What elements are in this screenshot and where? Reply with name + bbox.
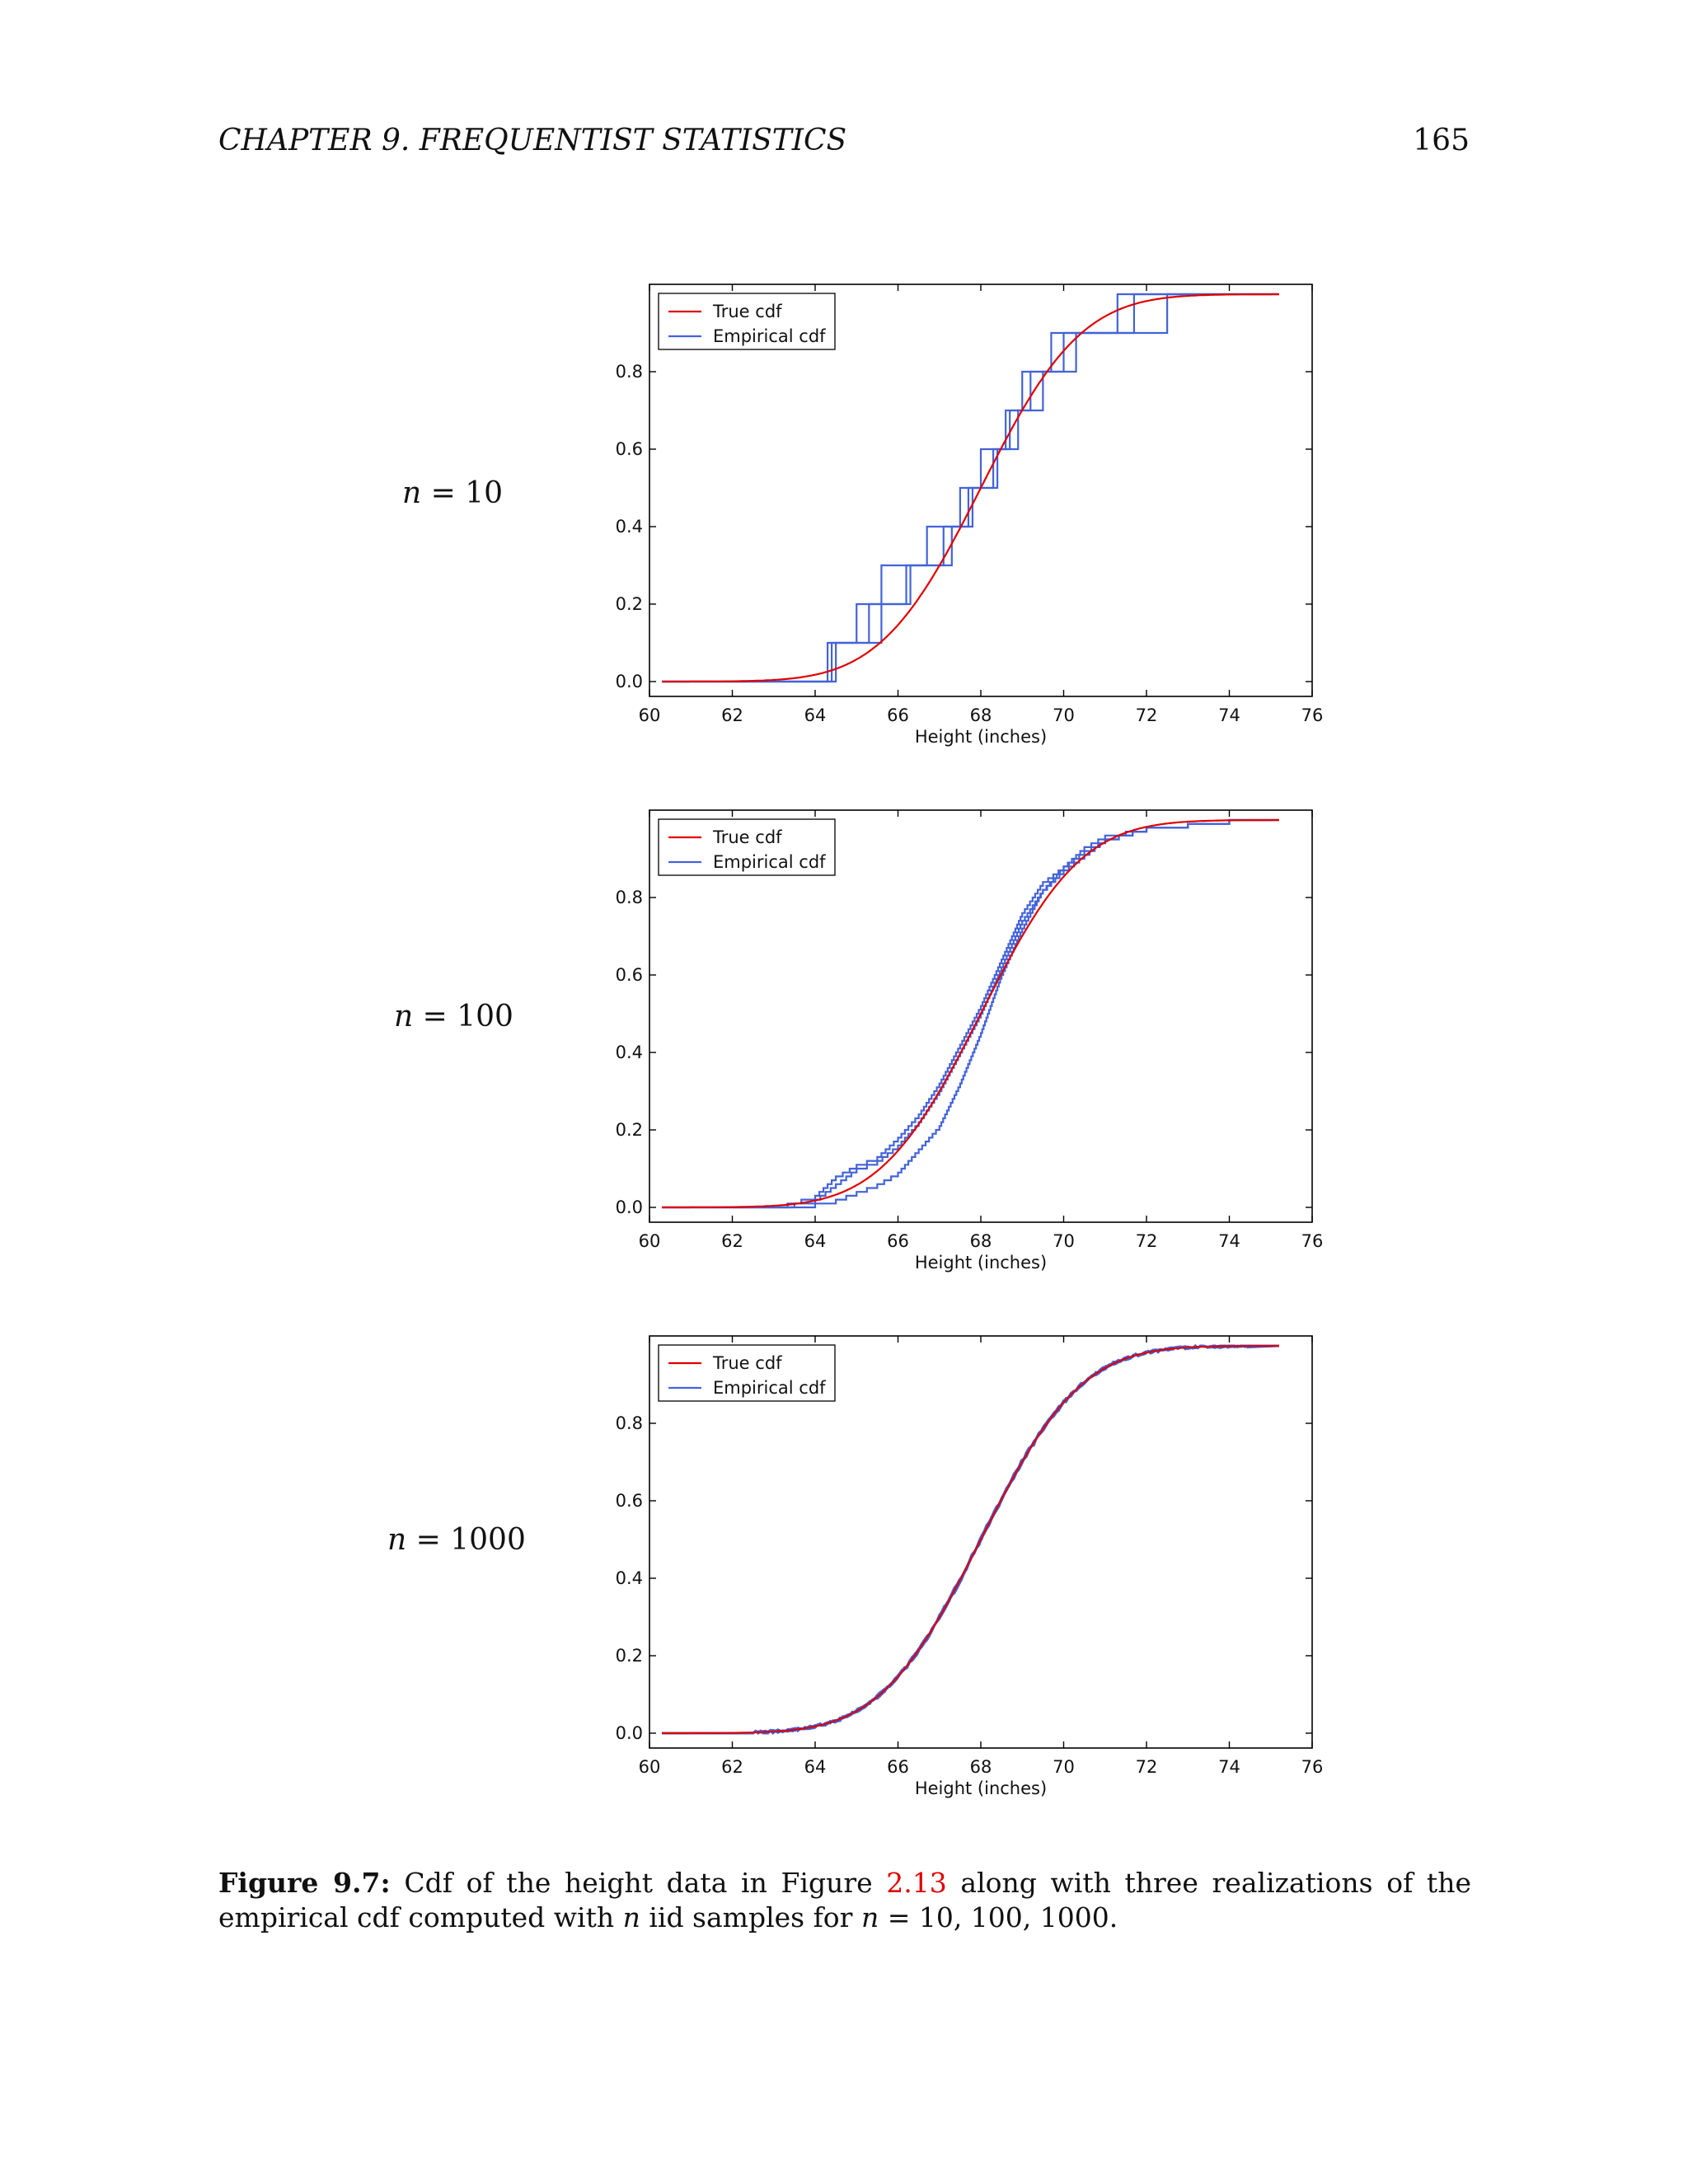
y-tick-label: 0.2 [616,594,643,614]
x-tick-label: 76 [1301,705,1324,725]
empirical-cdf-line-3 [662,1344,1279,1736]
x-tick-label: 62 [721,1231,743,1251]
x-tick-label: 76 [1301,1757,1324,1777]
empirical-cdf-line-3 [662,818,1279,1209]
legend-label-true-cdf: True cdf [712,827,782,847]
x-tick-label: 60 [639,1231,661,1251]
y-tick-label: 0.4 [616,1568,643,1588]
y-tick-label: 0.8 [616,1413,643,1433]
y-tick-label: 0.0 [616,1723,643,1743]
empirical-cdf-line-3 [662,293,1279,683]
panel-label-value: 1000 [450,1523,526,1557]
legend: True cdf Empirical cdf [658,293,836,350]
chart-panel-2: 60 62 64 66 68 70 72 74 76 0.0 0.2 0.4 0.6 0.8 Height … [616,809,1324,1272]
true-cdf-line [662,293,1279,683]
caption-text: Cdf of the height data in Figure [390,1867,887,1899]
panel-label-eq: = [413,1000,457,1033]
legend-label-empirical-cdf: Empirical cdf [713,1378,826,1398]
x-tick-label: 66 [887,705,909,725]
legend-label-true-cdf: True cdf [712,1353,782,1373]
legend: True cdf Empirical cdf [658,1344,836,1402]
y-tick-label: 0.6 [616,965,643,985]
x-tick-label: 70 [1053,705,1075,725]
figure-caption: Figure 9.7: Cdf of the height data in Fi… [218,1866,1471,1935]
panel-label-value: 10 [465,476,504,510]
x-tick-label: 66 [887,1231,909,1251]
panel-label-eq: = [406,1523,451,1557]
x-tick-label: 68 [970,1757,992,1777]
x-tick-label: 72 [1136,705,1158,725]
x-tick-label: 76 [1301,1231,1324,1251]
x-tick-label: 72 [1136,1231,1158,1251]
empirical-cdf-line-1 [662,818,1279,1209]
panel-label-var: n [387,1523,407,1557]
x-tick-label: 66 [887,1757,909,1777]
x-tick-label: 64 [804,705,827,725]
page-number: 165 [1413,124,1470,157]
x-tick-label: 68 [970,1231,992,1251]
empirical-cdf-line-2 [662,818,1279,1209]
y-tick-label: 0.0 [616,1197,643,1217]
legend-label-true-cdf: True cdf [712,302,782,321]
x-tick-label: 64 [804,1231,827,1251]
x-tick-label: 62 [721,705,743,725]
legend-box [658,293,836,350]
x-tick-label: 62 [721,1757,743,1777]
panel-label-var: n [394,1000,414,1033]
true-cdf-line [662,1344,1279,1735]
chart-panel-1: 60 62 64 66 68 70 72 74 76 0.0 0.2 0.4 0.6 0.8 Height … [616,284,1324,747]
x-tick-label: 70 [1053,1757,1075,1777]
x-tick-label: 64 [804,1757,827,1777]
legend-box [658,818,836,876]
panel-label-3: n = 1000 [387,1523,526,1557]
plot-area [662,1343,1279,1736]
legend-label-empirical-cdf: Empirical cdf [713,326,826,346]
y-tick-label: 0.8 [616,888,643,907]
y-tick-label: 0.6 [616,1491,643,1511]
caption-text: along with three realizations of the emp… [218,1867,1471,1933]
y-tick-label: 0.6 [616,439,643,459]
empirical-cdf-line-1 [662,1343,1279,1735]
x-tick-label: 74 [1218,705,1240,725]
legend-box [658,1344,836,1402]
empirical-cdf-line-2 [662,293,1279,683]
plot-area [662,818,1279,1209]
caption-label: Figure 9.7: [218,1867,391,1899]
caption-var: n [860,1901,879,1933]
panel-label-var: n [402,476,422,510]
y-tick-label: 0.4 [616,1043,643,1062]
x-tick-label: 70 [1053,1231,1075,1251]
y-tick-label: 0.2 [616,1120,643,1140]
empirical-cdf-line-2 [662,1344,1279,1735]
legend-label-empirical-cdf: Empirical cdf [713,852,826,872]
panel-label-eq: = [421,476,466,510]
y-tick-label: 0.0 [616,672,643,691]
caption-figure-ref[interactable]: 2.13 [886,1867,947,1899]
panel-label-value: 100 [457,1000,513,1033]
x-axis-label: Height (inches) [915,727,1047,747]
x-tick-label: 60 [639,1757,661,1777]
x-axis-label: Height (inches) [915,1253,1047,1272]
true-cdf-line [662,818,1279,1209]
legend: True cdf Empirical cdf [658,818,836,876]
y-tick-label: 0.4 [616,517,643,537]
x-tick-label: 60 [639,705,661,725]
x-tick-label: 68 [970,705,992,725]
panel-label-1: n = 10 [402,476,503,510]
caption-var: n [622,1901,640,1933]
caption-text: = 10, 100, 1000. [879,1901,1118,1933]
plot-area [662,293,1279,683]
x-axis-label: Height (inches) [915,1779,1047,1798]
y-tick-label: 0.8 [616,362,643,382]
running-head: CHAPTER 9. FREQUENTIST STATISTICS [218,124,847,157]
x-tick-label: 74 [1218,1757,1240,1777]
x-tick-label: 72 [1136,1757,1158,1777]
caption-text: iid samples for [640,1901,861,1933]
chart-panel-3: 60 62 64 66 68 70 72 74 76 0.0 0.2 0.4 0.6 0.8 Height … [616,1335,1324,1798]
y-tick-label: 0.2 [616,1646,643,1666]
x-tick-label: 74 [1218,1231,1240,1251]
panel-label-2: n = 100 [394,1000,513,1033]
